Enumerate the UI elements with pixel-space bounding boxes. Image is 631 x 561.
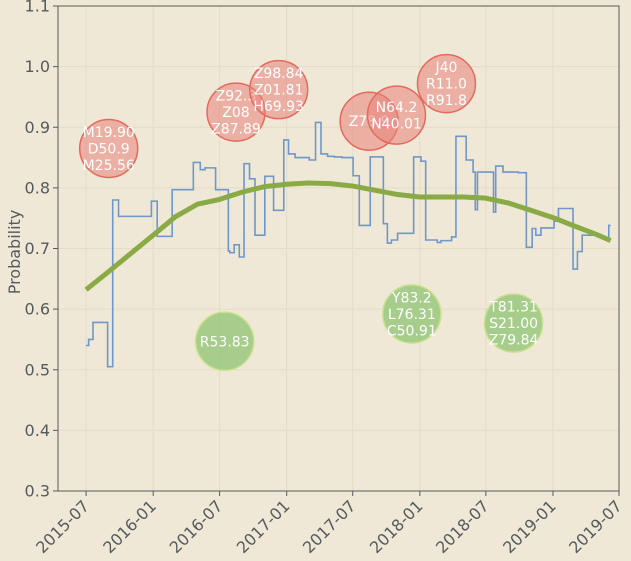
x-tick-label: 2019-01 <box>499 496 560 557</box>
x-tick-label: 2019-07 <box>565 496 626 557</box>
red-bubble <box>248 59 309 120</box>
x-tick-label: 2017-01 <box>233 496 294 557</box>
green-bubble <box>382 284 442 344</box>
y-tick-label: 0.5 <box>25 360 50 379</box>
bubble-label: J40 <box>434 60 457 76</box>
green-bubble <box>483 293 544 353</box>
bubble-label: C50.91 <box>387 323 437 339</box>
x-tick-label: 2015-07 <box>32 496 93 557</box>
bubble-label: Y83.2 <box>391 290 432 306</box>
bubble-label: D50.9 <box>88 141 130 157</box>
y-tick-label: 0.7 <box>25 239 50 258</box>
bubble-label: Z92.3 <box>216 89 257 105</box>
step-line <box>86 121 611 368</box>
bubble-label: R53.83 <box>200 334 250 350</box>
y-tick-label: 1.1 <box>25 0 50 16</box>
y-tick-label: 0.6 <box>25 300 50 319</box>
plot-frame <box>57 5 620 492</box>
y-tick-label: 0.3 <box>25 482 50 501</box>
bubble-label: N64.2 <box>376 100 418 116</box>
y-tick-label: 1.0 <box>25 57 50 76</box>
bubble-label: R91.8 <box>426 93 467 109</box>
green-bubble <box>194 311 255 372</box>
red-bubble <box>78 118 139 179</box>
bubble-label: L76.31 <box>388 307 436 323</box>
bubble-label: Z01.81 <box>254 83 304 99</box>
bubble-label: M19.90 <box>83 125 135 141</box>
grid <box>58 5 620 492</box>
y-tick-label: 0.8 <box>25 178 50 197</box>
bubble-label: Z79.84 <box>489 333 539 349</box>
bubble-label: S21.00 <box>489 316 538 332</box>
x-tick-label: 2016-01 <box>99 496 160 557</box>
bubble-label: H69.93 <box>253 99 304 115</box>
bubble-label: Z08 <box>222 105 249 121</box>
trend-line <box>84 180 612 292</box>
y-axis-label: Probability <box>5 210 24 295</box>
bubble-label: Z87.89 <box>211 122 261 138</box>
y-tick-label: 0.4 <box>25 421 50 440</box>
x-tick-label: 2018-07 <box>432 496 493 557</box>
bubble-label: Z98.84 <box>254 66 304 82</box>
y-tick-label: 0.9 <box>25 118 50 137</box>
bubble-label: R11.0 <box>426 77 467 93</box>
bubble-label: N40.01 <box>371 116 422 132</box>
series-layer <box>84 121 612 368</box>
x-tick-label: 2016-07 <box>166 496 227 557</box>
red-bubble <box>366 85 427 145</box>
bubble-label: M25.56 <box>83 158 135 174</box>
red-bubble <box>416 53 477 114</box>
bubble-label: T81.31 <box>488 300 538 316</box>
annotation-bubble: R53.83 <box>194 311 255 372</box>
x-tick-label: 2017-07 <box>299 496 360 557</box>
x-tick-label: 2018-01 <box>366 496 427 557</box>
